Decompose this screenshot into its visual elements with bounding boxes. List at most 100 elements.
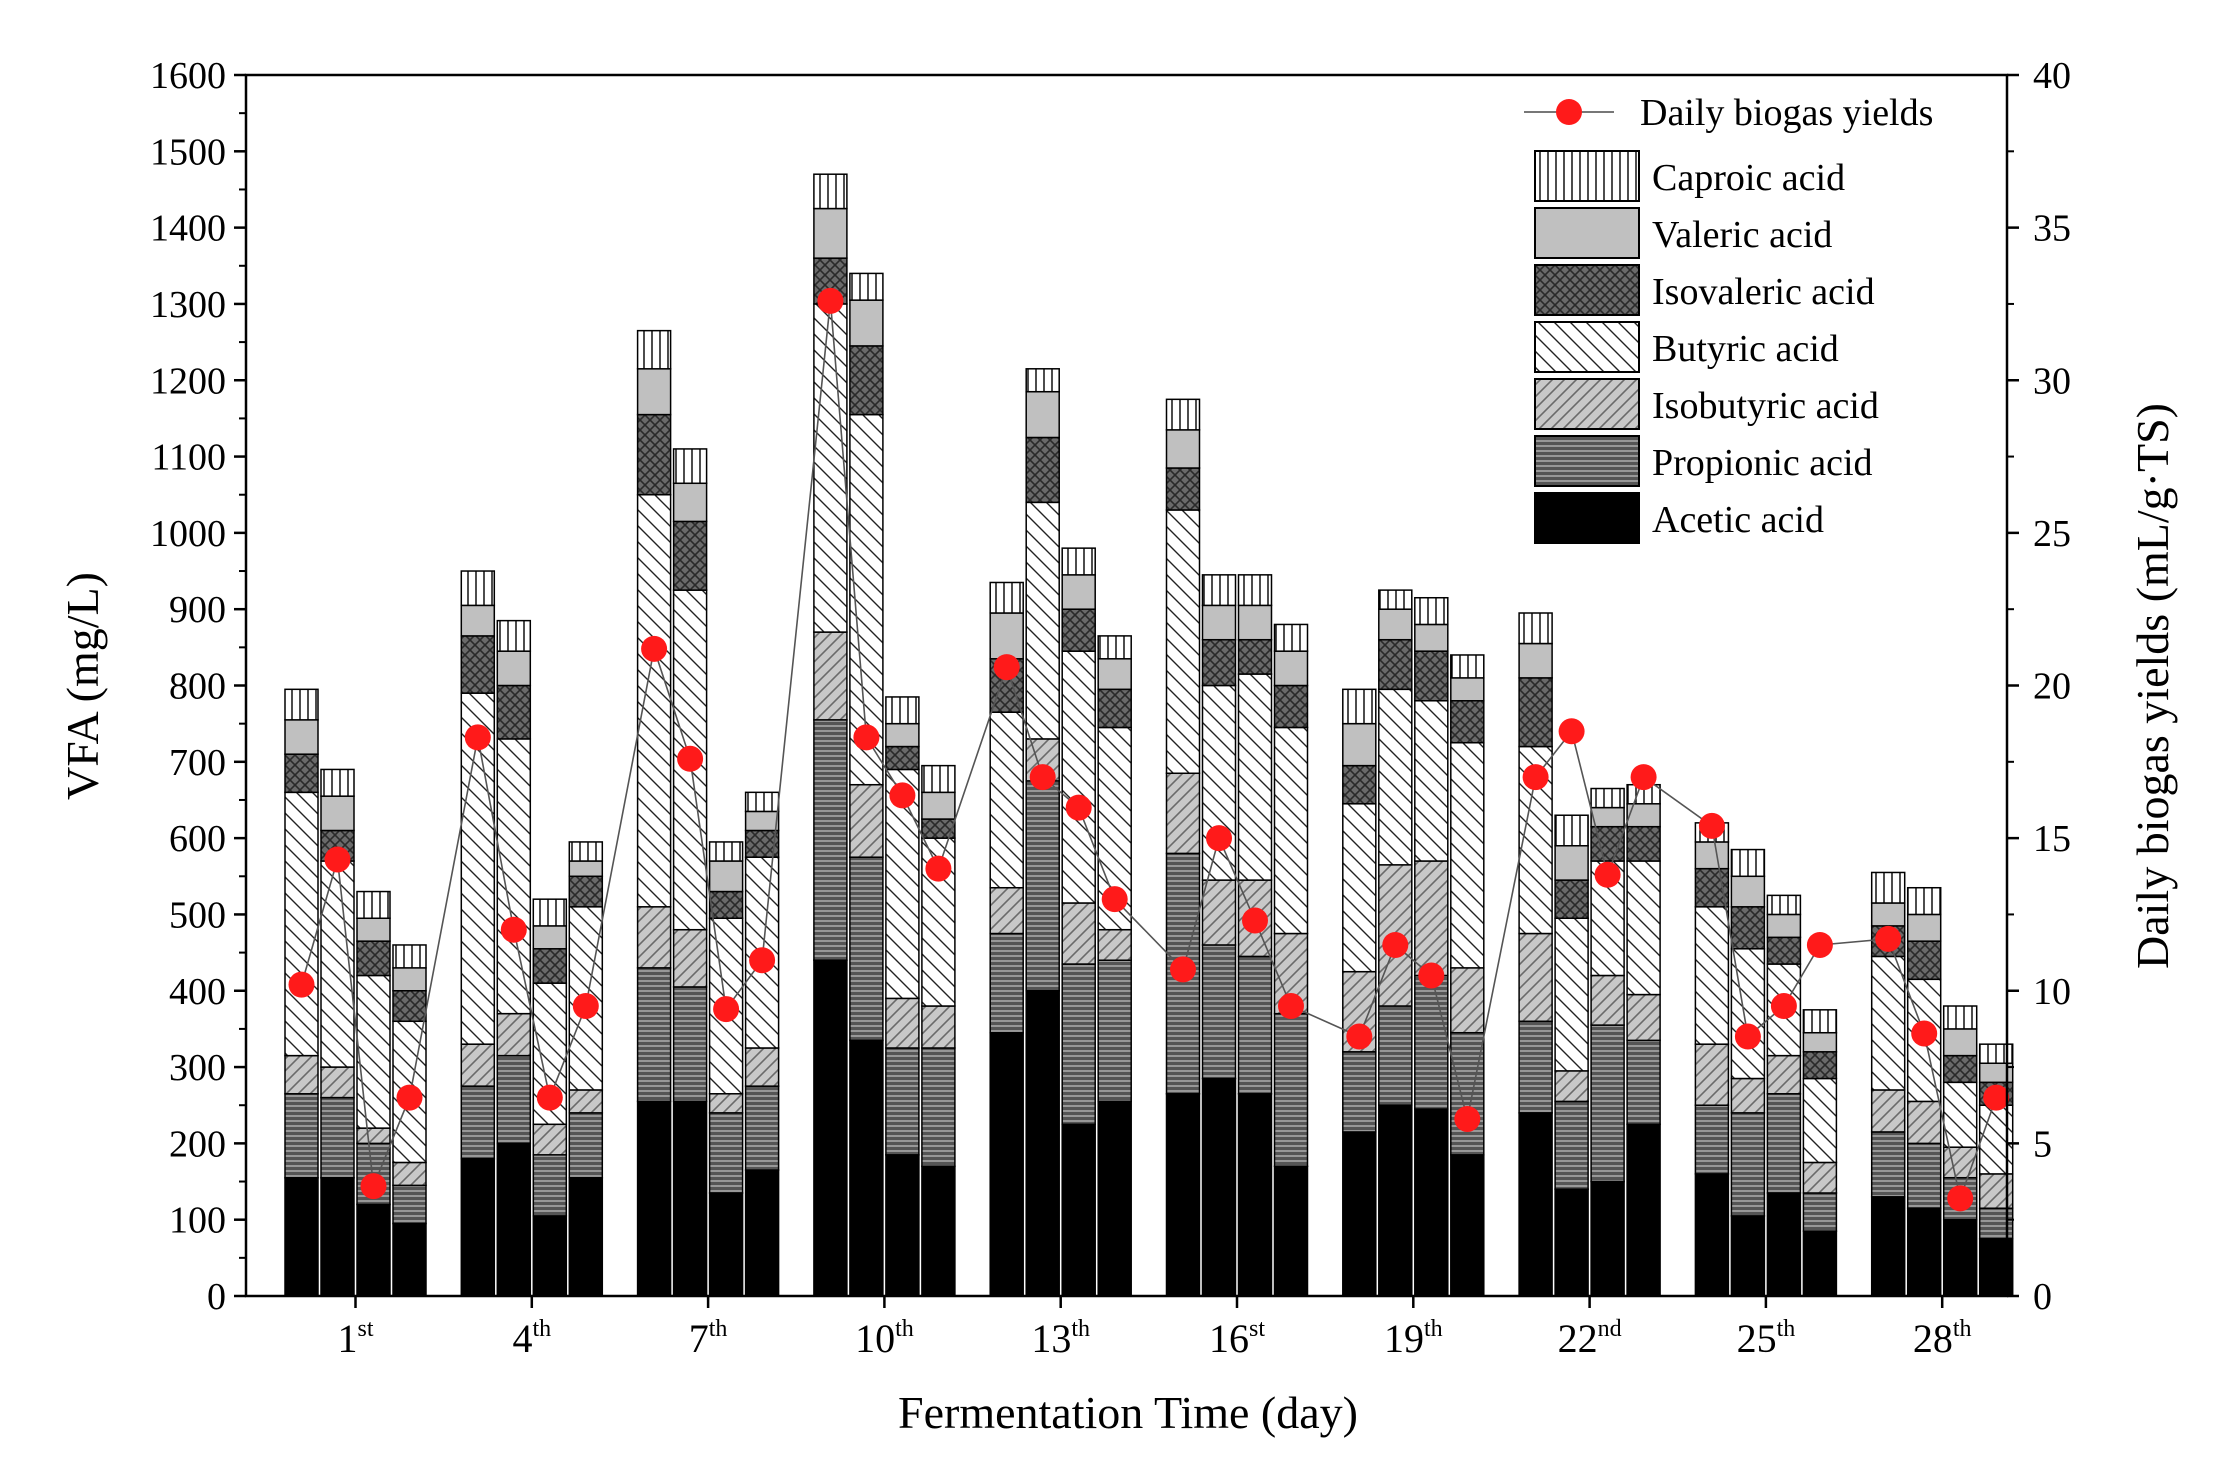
- bar-segment-isovaleric-acid: [1165, 467, 1201, 511]
- bar-segment-valeric-acid: [813, 207, 848, 259]
- bar-segment-caproic-acid: [1450, 654, 1485, 679]
- bar-segment-caproic-acid: [1061, 547, 1096, 576]
- bar-segment-propionic-acid: [1554, 1100, 1589, 1190]
- biogas-point: [1242, 907, 1268, 934]
- y-tick-label: 600: [169, 818, 226, 860]
- bar-segment-isovaleric-acid: [1626, 825, 1661, 862]
- bar-segment-acetic-acid: [1766, 1192, 1802, 1297]
- bar-segment-propionic-acid: [636, 967, 672, 1103]
- y-tick-label: 1500: [150, 131, 226, 173]
- legend-item-valeric: Valeric acid: [1534, 207, 1832, 259]
- bar-segment-butyric-acid: [989, 711, 1024, 889]
- biogas-point: [1770, 993, 1797, 1020]
- bar-segment-acetic-acid: [1201, 1077, 1237, 1297]
- legend-label-caproic: Caproic acid: [1652, 157, 1845, 199]
- bar-segment-acetic-acid: [1870, 1196, 1906, 1297]
- bar-segment-isovaleric-acid: [1342, 764, 1377, 805]
- bar-segment-caproic-acid: [1802, 1009, 1838, 1034]
- x-tick-label: 25th: [1737, 1316, 1796, 1361]
- y2-tick-label: 0: [2033, 1276, 2052, 1318]
- legend-swatch-isovaleric: [1534, 264, 1640, 316]
- biogas-point: [1382, 931, 1409, 958]
- bar-segment-caproic-acid: [532, 898, 568, 927]
- bar-segment-isovaleric-acid: [708, 890, 744, 920]
- bar-segment-valeric-acid: [1165, 429, 1201, 469]
- bar-segment-caproic-acid: [849, 272, 884, 301]
- bar-segment-isobutyric-acid: [1414, 860, 1449, 977]
- bar-segment-acetic-acid: [284, 1176, 319, 1297]
- bar-segment-acetic-acid: [1518, 1112, 1553, 1297]
- bar-stack: [849, 272, 884, 1297]
- biogas-line: [300, 300, 1997, 1202]
- bar-segment-isobutyric-acid: [1590, 974, 1625, 1026]
- bar-segment-caproic-acid: [568, 841, 604, 862]
- bar-segment-isobutyric-acid: [1201, 879, 1237, 946]
- bar-segment-butyric-acid: [1870, 955, 1906, 1091]
- bar-stack: [1450, 654, 1485, 1297]
- bar-segment-isobutyric-acid: [1165, 772, 1201, 855]
- bar-segment-isobutyric-acid: [1870, 1089, 1906, 1133]
- y2-tick-label: 35: [2033, 208, 2071, 250]
- bar-segment-isovaleric-acid: [1554, 879, 1589, 920]
- bar-segment-propionic-acid: [284, 1093, 319, 1179]
- biogas-point: [396, 1084, 423, 1111]
- biogas-point: [1630, 764, 1657, 791]
- bar-segment-isovaleric-acid: [1273, 684, 1309, 729]
- bar-segment-caproic-acid: [708, 841, 744, 862]
- bar-segment-caproic-acid: [496, 619, 532, 652]
- bar-segment-valeric-acid: [1097, 658, 1132, 691]
- bar-segment-caproic-acid: [460, 570, 496, 607]
- bar-stack: [1802, 1009, 1838, 1297]
- bar-segment-propionic-acid: [496, 1054, 532, 1145]
- x-tick-label: 13th: [1031, 1316, 1090, 1361]
- bar-segment-butyric-acid: [356, 974, 391, 1129]
- bar-segment-valeric-acid: [1870, 902, 1906, 927]
- bar-segment-caproic-acid: [392, 944, 427, 969]
- bar-segment-isobutyric-acid: [1942, 1146, 1978, 1179]
- biogas-point: [536, 1084, 563, 1111]
- legend: Daily biogas yields Caproic acid Valeric…: [1524, 92, 1933, 544]
- bar-stack: [989, 581, 1024, 1297]
- bar-segment-isovaleric-acid: [849, 345, 884, 416]
- biogas-point: [1875, 925, 1902, 952]
- bar-segment-isovaleric-acid: [1766, 936, 1802, 965]
- bar-segment-caproic-acid: [1554, 814, 1589, 847]
- bar-segment-butyric-acid: [460, 692, 496, 1045]
- bar-segment-butyric-acid: [1626, 860, 1661, 996]
- bar-segment-caproic-acid: [356, 890, 391, 920]
- bar-segment-propionic-acid: [921, 1047, 956, 1168]
- bar-segment-caproic-acid: [1870, 871, 1906, 904]
- y-axis-title: VFA (mg/L): [57, 572, 108, 800]
- bar-segment-acetic-acid: [1554, 1188, 1589, 1297]
- y2-tick-label: 20: [2033, 666, 2071, 708]
- bar-stack: [1730, 848, 1766, 1297]
- biogas-point: [1101, 886, 1128, 913]
- x-tick-label: 1st: [337, 1316, 373, 1361]
- biogas-point: [1522, 764, 1549, 791]
- bar-segment-propionic-acid: [1097, 959, 1132, 1103]
- legend-item-daily-biogas: Daily biogas yields: [1524, 92, 1933, 134]
- bar-segment-isovaleric-acid: [1906, 940, 1942, 981]
- bar-segment-caproic-acid: [1237, 574, 1273, 607]
- bar-segment-valeric-acid: [1273, 650, 1309, 687]
- bar-segment-caproic-acid: [1165, 398, 1201, 431]
- bar-segment-propionic-acid: [1518, 1020, 1553, 1114]
- bar-segment-isobutyric-acid: [568, 1089, 604, 1114]
- bar-stack: [568, 841, 604, 1297]
- biogas-point: [1278, 993, 1304, 1020]
- bar-segment-acetic-acid: [849, 1039, 884, 1297]
- bar-stack: [1342, 688, 1377, 1297]
- y2-tick-label: 10: [2033, 971, 2071, 1013]
- bar-segment-caproic-acid: [1518, 612, 1553, 645]
- y2-tick-label: 15: [2033, 818, 2071, 860]
- biogas-point: [853, 724, 880, 751]
- biogas-point: [1418, 962, 1445, 989]
- bar-segment-isovaleric-acid: [1201, 638, 1237, 687]
- bar-segment-isobutyric-acid: [392, 1161, 427, 1187]
- bar-segment-propionic-acid: [1237, 955, 1273, 1095]
- bar-segment-propionic-acid: [460, 1085, 496, 1160]
- bar-segment-isobutyric-acid: [1554, 1070, 1589, 1103]
- biogas-point: [641, 635, 668, 662]
- bar-segment-valeric-acid: [1942, 1028, 1978, 1057]
- bar-stack: [921, 764, 956, 1297]
